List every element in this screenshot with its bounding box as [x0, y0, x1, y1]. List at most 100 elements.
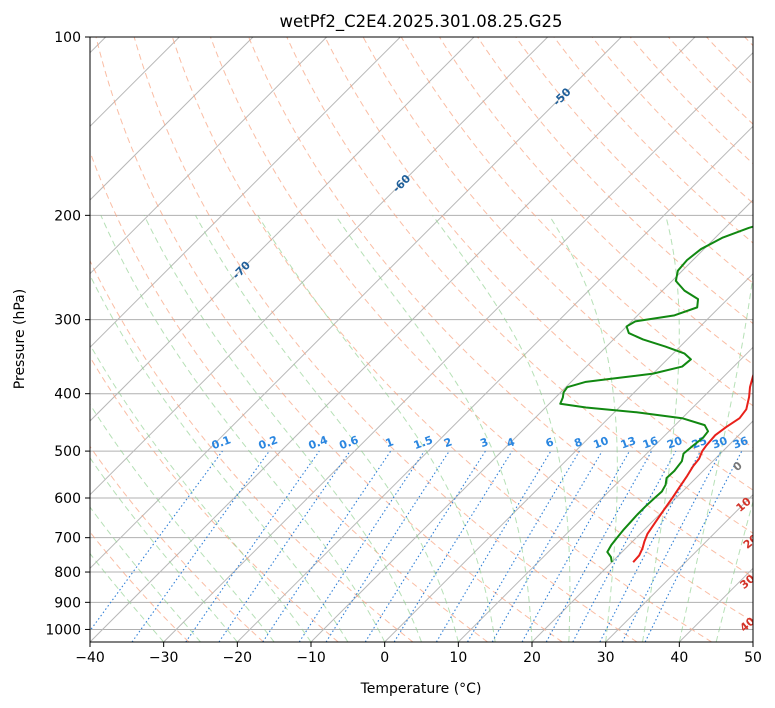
mixing-ratio-line: [185, 450, 320, 642]
mixing-ratio-label: 0.1: [210, 433, 233, 452]
mixing-ratio-line: [90, 450, 223, 632]
mixing-ratio-line: [572, 450, 677, 642]
y-tick-label: 200: [54, 208, 81, 224]
moist-adiabat-line: [678, 271, 753, 642]
isotherm-line: [384, 272, 753, 642]
moist-adiabat-line: [195, 215, 459, 642]
x-axis-label: Temperature (°C): [360, 681, 482, 697]
mixing-ratio-line: [325, 450, 450, 642]
moist-adiabat-line: [642, 215, 680, 642]
mixing-ratio-line: [435, 450, 552, 642]
moist-adiabat-line: [143, 215, 422, 642]
y-tick-label: 500: [54, 444, 81, 460]
mixing-ratio-label: 3: [478, 435, 490, 450]
y-tick-label: 400: [54, 387, 81, 403]
x-tick-label: −40: [75, 650, 105, 666]
x-tick-label: 20: [523, 650, 541, 666]
isotherm-line: [236, 125, 753, 642]
temperature-profile: [632, 372, 753, 563]
moist-adiabat-line: [90, 457, 238, 642]
mixing-ratio-label: 0.6: [338, 433, 361, 452]
isotherm-line: [457, 346, 753, 642]
y-tick-label: 800: [54, 565, 81, 581]
dry-adiabat-line: [133, 37, 638, 642]
x-tick-label: −20: [223, 650, 253, 666]
isotherm-line: [90, 37, 254, 201]
isotherm-line: [90, 37, 328, 275]
mixing-ratio-line: [393, 450, 513, 642]
mixing-ratio-label: 10: [592, 434, 611, 452]
mixing-ratio-label: 13: [619, 434, 638, 451]
chart-title: wetPf2_C2E4.2025.301.08.25.G25: [279, 12, 562, 32]
dry-adiabat-line: [515, 37, 753, 284]
x-tick-label: −10: [296, 650, 326, 666]
moist-adiabat-line: [432, 215, 571, 642]
mixing-ratio-label: 6: [544, 435, 556, 450]
moist-adiabat-line: [100, 215, 386, 642]
mixing-ratio-label: 2: [442, 435, 454, 450]
moist-adiabat-line: [257, 215, 496, 642]
y-tick-label: 900: [54, 595, 81, 611]
plot-frame: [89, 36, 754, 643]
isotherm-line: [90, 37, 549, 496]
x-tick-label: 50: [744, 650, 762, 666]
moist-adiabat-line: [334, 215, 533, 642]
x-tick-label: 10: [449, 650, 467, 666]
dry-adiabat-line: [591, 37, 753, 204]
isotherm-line: [90, 37, 401, 349]
mixing-ratio-line: [131, 450, 270, 642]
plot-area: 0.10.20.40.611.52346810131620253036-100-…: [90, 37, 753, 642]
dry-adiabat-line: [400, 37, 753, 407]
mixing-ratio-line: [521, 450, 630, 642]
mixing-ratio-label: 8: [572, 435, 584, 450]
moist-adiabat-line: [548, 215, 618, 642]
y-tick-label: 100: [54, 30, 81, 46]
y-tick-label: 1000: [45, 622, 81, 638]
moist-adiabat-line: [90, 552, 165, 642]
x-tick-label: 40: [670, 650, 688, 666]
dewpoint-profile: [559, 225, 753, 563]
mixing-ratio-label: 0.4: [307, 433, 330, 452]
mixing-ratio-label: 36: [731, 434, 750, 452]
isotherm-line: [163, 51, 753, 642]
mixing-ratio-line: [491, 450, 603, 642]
moist-adiabat-line: [90, 343, 312, 642]
x-tick-label: 0: [380, 650, 389, 666]
mixing-ratio-label: 1: [384, 435, 396, 450]
dry-adiabat-line: [171, 37, 712, 642]
dry-adiabat-line: [324, 37, 753, 491]
mixing-ratio-line: [467, 450, 580, 642]
mixing-ratio-line: [218, 450, 351, 642]
y-tick-label: 600: [54, 491, 81, 507]
isotherm-line: [605, 493, 753, 642]
mixing-ratio-label: 16: [641, 434, 660, 452]
dry-adiabat-line: [210, 37, 753, 623]
x-tick-label: 30: [597, 650, 615, 666]
dry-adiabat-line: [248, 37, 753, 578]
dry-adiabat-line: [95, 37, 563, 642]
y-axis-label: Pressure (hPa): [12, 289, 28, 389]
dry-adiabat-line: [90, 259, 414, 642]
dry-adiabat-line: [477, 37, 753, 325]
y-tick-label: 300: [54, 313, 81, 329]
dry-adiabat-line: [362, 37, 753, 449]
mixing-ratio-line: [364, 450, 486, 642]
mixing-ratio-label: 4: [505, 435, 517, 450]
mixing-ratio-label: 30: [710, 434, 729, 452]
x-tick-label: −30: [149, 650, 179, 666]
isotherm-line: [531, 420, 753, 642]
moist-adiabat-line: [715, 499, 753, 642]
isotherm-line: [90, 37, 475, 422]
mixing-ratio-label: 1.5: [412, 433, 435, 452]
dry-adiabat-line: [629, 37, 753, 165]
isotherm-line: [90, 37, 622, 570]
mixing-ratio-label: 20: [665, 434, 684, 452]
moist-adiabat-line: [90, 403, 275, 642]
moist-adiabat-line: [90, 506, 201, 642]
mixing-ratio-label: 0.2: [257, 433, 280, 452]
dry-adiabat-line: [90, 445, 264, 642]
axes: −40 −30 −20 −10 0 10 20 30 40 50 1000 900 800 700 600 5…: [45, 30, 762, 666]
mixing-ratio-line: [545, 450, 653, 642]
